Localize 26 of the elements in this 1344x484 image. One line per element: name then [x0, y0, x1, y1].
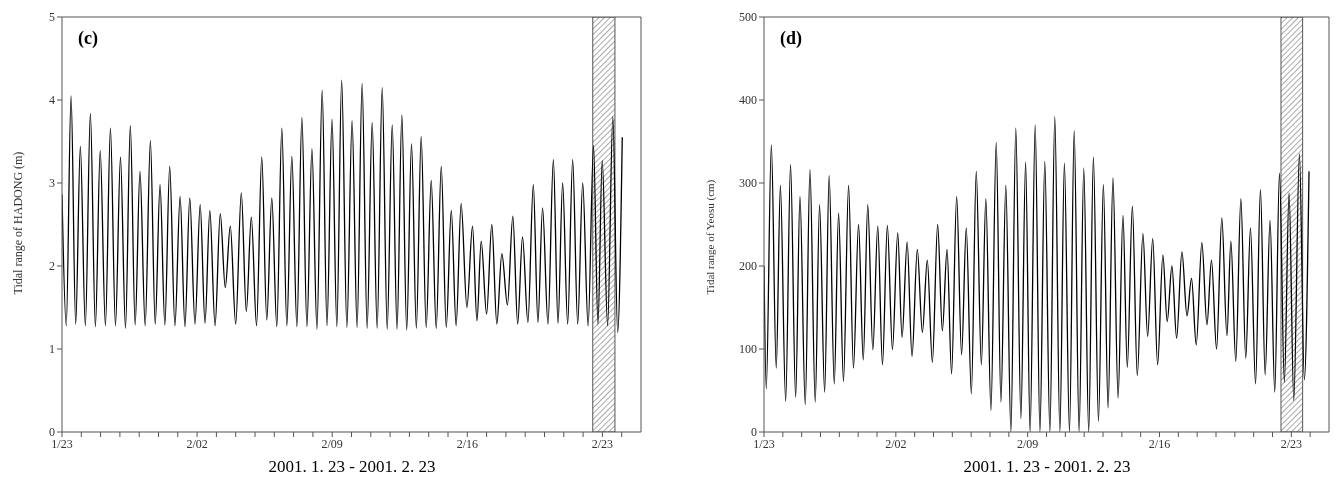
y-tick-label: 100	[739, 342, 757, 357]
y-tick-label: 3	[49, 176, 55, 191]
annotation: (c)	[78, 28, 98, 49]
line-series	[764, 115, 1310, 432]
line-series	[62, 79, 623, 334]
x-axis-title: 2001. 1. 23 - 2001. 2. 23	[962, 456, 1132, 478]
y-tick-label: 1	[49, 342, 55, 357]
x-tick-label: 2/16	[1148, 436, 1171, 451]
annotation: (d)	[780, 28, 802, 49]
y-axis-title: Tidal range of Yeosu (cm)	[703, 179, 717, 295]
y-tick-label: 2	[49, 259, 55, 274]
y-tick-label: 500	[739, 10, 757, 25]
y-axis-title: Tidal range of HADONG (m)	[11, 151, 26, 295]
x-tick-label: 2/02	[186, 436, 208, 451]
x-tick-label: 2/02	[885, 436, 907, 451]
x-tick-label: 2/23	[1280, 436, 1303, 451]
x-tick-label: 2/09	[1016, 436, 1039, 451]
y-tick-label: 4	[49, 93, 55, 108]
y-tick-label: 300	[739, 176, 757, 191]
y-tick-label: 200	[739, 259, 757, 274]
y-tick-label: 5	[49, 10, 55, 25]
y-tick-label: 400	[739, 93, 757, 108]
x-axis-title: 2001. 1. 23 - 2001. 2. 23	[267, 456, 437, 478]
x-tick-label: 2/09	[321, 436, 343, 451]
x-tick-label: 2/23	[591, 436, 614, 451]
x-tick-label: 2/16	[456, 436, 478, 451]
